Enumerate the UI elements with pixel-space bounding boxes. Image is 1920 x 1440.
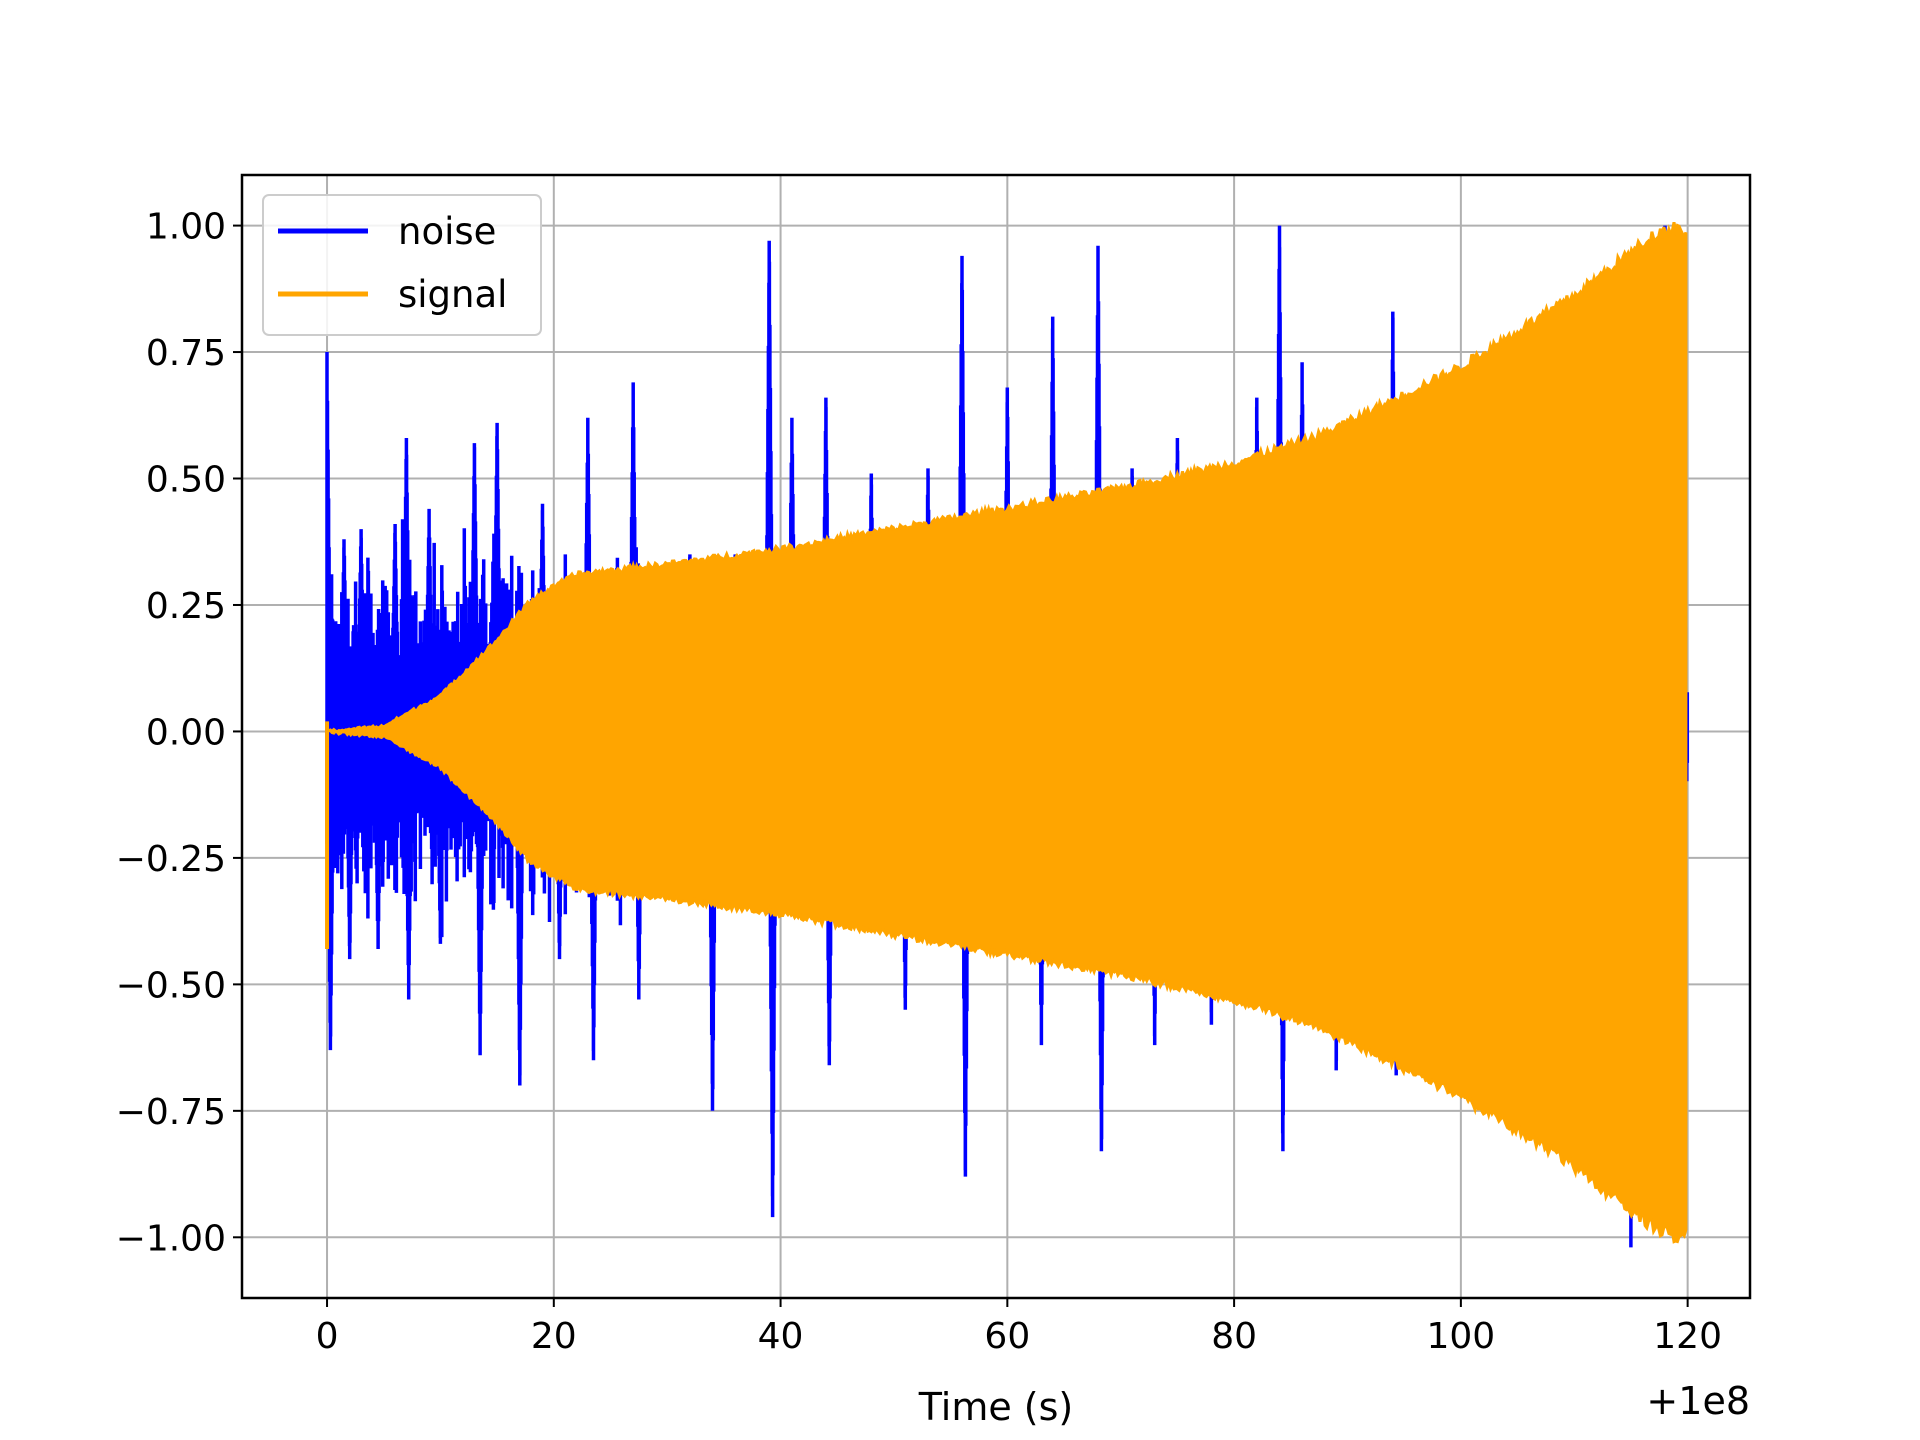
x-tick-label: 40 [758,1316,804,1357]
legend: noise signal [262,194,542,336]
y-tick-label: 0.25 [146,586,226,627]
y-tick-label: −0.75 [116,1092,226,1133]
y-tick-label: 0.50 [146,460,226,501]
x-tick-label: 80 [1211,1316,1257,1357]
y-tick-label: 0.00 [146,712,226,753]
legend-label-noise: noise [398,210,496,253]
axis-ticks: 0 20 40 60 80 100 120 1.00 0.75 0.50 0.25 0.00 −0.25… [116,207,1722,1357]
y-tick-label: −0.25 [116,839,226,880]
axes-frame [240,173,1752,1300]
x-tick-label: 100 [1427,1316,1496,1357]
x-axis-label: Time (s) [918,1385,1074,1429]
x-tick-label: 20 [531,1316,577,1357]
plot-area [325,221,1690,1248]
y-tick-label: −1.00 [116,1218,226,1259]
series-signal [325,221,1688,1244]
y-tick-label: −0.50 [116,965,226,1006]
legend-label-signal: signal [398,273,507,316]
x-tick-label: 60 [984,1316,1030,1357]
x-offset-label: +1e8 [1646,1379,1750,1423]
y-tick-label: 0.75 [146,333,226,374]
y-tick-label: 1.00 [146,207,226,248]
x-tick-label: 0 [316,1316,339,1357]
x-tick-label: 120 [1653,1316,1722,1357]
